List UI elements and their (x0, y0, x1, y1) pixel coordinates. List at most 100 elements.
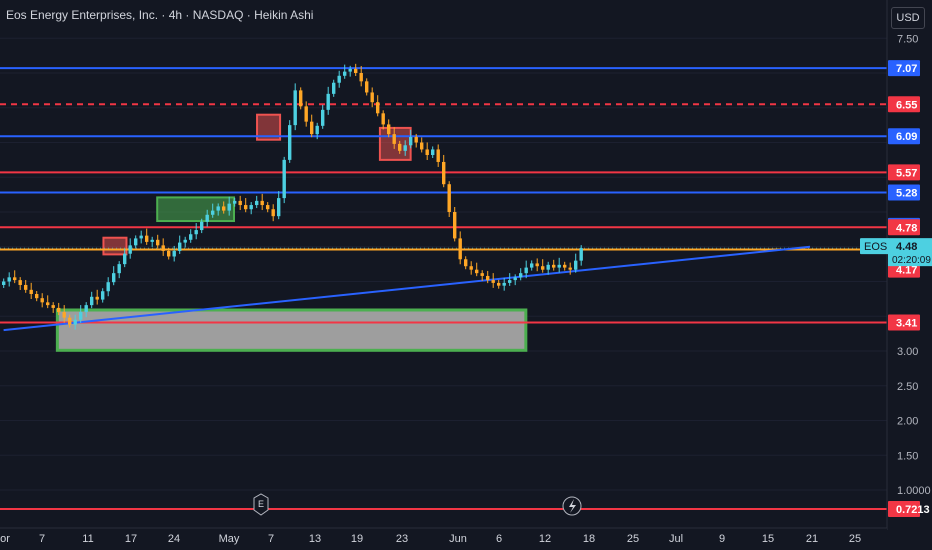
candle (464, 259, 468, 267)
candle (557, 264, 561, 268)
y-axis-tick-label: 2.50 (897, 381, 918, 393)
price-badge-3.41: 3.41 (896, 318, 917, 330)
candle (354, 68, 358, 73)
candle (398, 143, 402, 151)
candle (139, 235, 143, 239)
y-axis-tick-label: 1.0000 (897, 485, 931, 497)
candle (211, 210, 215, 215)
candle (304, 106, 308, 122)
price-badge-4.17: 4.17 (896, 265, 917, 277)
candle (233, 200, 237, 204)
price-badge-7.07-bg (888, 60, 920, 77)
candle (266, 205, 270, 210)
red-zone (256, 113, 282, 141)
candle (381, 113, 385, 125)
candle (288, 125, 292, 160)
candle (244, 205, 248, 210)
price-badge-5.28: 5.28 (896, 188, 917, 200)
candle (497, 282, 501, 286)
candle (513, 277, 517, 281)
candle (486, 275, 490, 281)
last-price-badge: 4.48 (896, 241, 917, 253)
x-axis-tick-label: 21 (806, 533, 818, 545)
candle (73, 319, 77, 325)
candles-layer (2, 63, 583, 330)
x-axis-tick-label: 9 (719, 533, 725, 545)
y-axis-tick-label: 7.50 (897, 33, 918, 45)
candle (436, 149, 440, 162)
price-badge-7.07: 7.07 (896, 63, 917, 75)
time-axis-panel[interactable] (0, 528, 887, 550)
candle (40, 298, 44, 303)
x-axis-tick-label: 19 (351, 533, 363, 545)
candle (178, 242, 182, 251)
candle (293, 90, 297, 126)
candle (343, 71, 347, 76)
zones-layer (55, 113, 528, 352)
candle (7, 277, 11, 282)
x-axis-tick-label: or (0, 533, 10, 545)
price-badge-6.09-bg (888, 128, 920, 145)
price-badge-6.55: 6.55 (896, 99, 917, 111)
candle (260, 200, 264, 206)
candle (315, 125, 319, 135)
candle (568, 267, 572, 270)
trendline-layer (3, 245, 811, 332)
candle (480, 273, 484, 276)
candle (530, 263, 534, 268)
x-axis-tick-label: 13 (309, 533, 321, 545)
candle (18, 280, 22, 285)
candle (579, 248, 583, 261)
trendline (3, 245, 811, 332)
candle (117, 264, 121, 274)
candle (128, 245, 132, 254)
candle (183, 239, 187, 243)
currency-button[interactable]: USD (891, 7, 925, 29)
candle (79, 312, 83, 320)
green-zone (156, 196, 235, 223)
candle (95, 296, 99, 300)
candle (359, 73, 363, 82)
candle (189, 234, 193, 240)
x-axis-tick-label: 6 (496, 533, 502, 545)
candle (574, 260, 578, 270)
x-axis-tick-label: 7 (39, 533, 45, 545)
x-axis-tick-label: 12 (539, 533, 551, 545)
candle (150, 239, 154, 242)
candle (447, 184, 451, 212)
candle (370, 92, 374, 103)
candle (453, 212, 457, 239)
x-axis-tick-label: 25 (849, 533, 861, 545)
candle (403, 145, 407, 151)
candle (205, 214, 209, 222)
candle (134, 238, 138, 246)
candle (123, 253, 127, 265)
price-badge-3.41-bg (888, 314, 920, 331)
candle (238, 200, 242, 206)
candle (2, 281, 6, 285)
candle (194, 230, 198, 235)
x-axis-tick-label: 11 (82, 533, 93, 545)
countdown-label: 02:20:09 (892, 255, 931, 266)
candle (112, 273, 116, 283)
candle (502, 282, 506, 286)
candle (546, 264, 550, 270)
chart-title: Eos Energy Enterprises, Inc. · 4h · NASD… (6, 8, 314, 22)
candle (475, 269, 479, 274)
candle (420, 142, 424, 150)
price-badge-6.09: 6.09 (896, 131, 917, 143)
y-axis: 7.50 3.00 2.50 2.00 1.50 1.0000 (897, 33, 931, 497)
candle (332, 82, 336, 94)
candle (222, 206, 226, 211)
price-badge-5.57: 5.57 (896, 167, 917, 179)
price-badge-4.78: 4.78 (896, 222, 917, 234)
events-marker-icon[interactable] (562, 496, 582, 516)
candle (57, 307, 61, 313)
earnings-marker-icon[interactable]: E (253, 493, 269, 516)
candle (35, 294, 39, 299)
candle (365, 81, 369, 93)
candle (469, 266, 473, 270)
candle (535, 263, 539, 267)
